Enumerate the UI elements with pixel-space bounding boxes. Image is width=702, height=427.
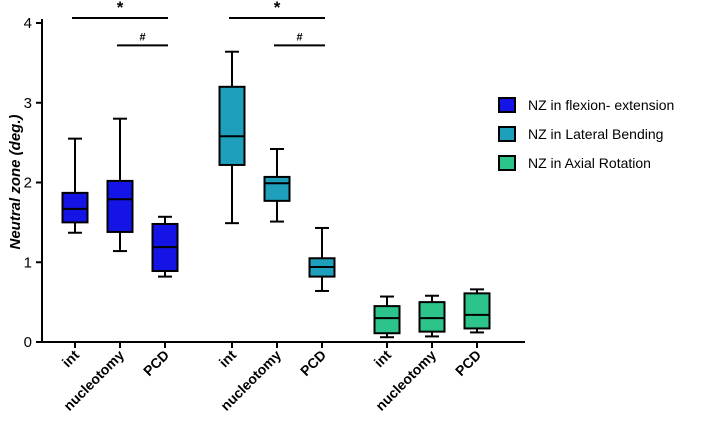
significance-marker: #: [296, 31, 302, 43]
y-tick-label: 2: [24, 175, 32, 192]
category-label: PCD: [452, 347, 484, 379]
category-label: PCD: [140, 347, 172, 379]
legend-swatch: [498, 155, 516, 171]
legend-entry: NZ in Lateral Bending: [528, 126, 663, 142]
box-bending-int: [218, 85, 246, 166]
legend-entry: NZ in Axial Rotation: [528, 155, 651, 171]
box-extension-int: [61, 191, 89, 224]
category-label: int: [59, 347, 83, 371]
box-extension-nucleotomy: [106, 179, 134, 233]
y-tick-label: 1: [24, 254, 32, 271]
legend-swatch: [498, 97, 516, 113]
y-axis-label: Neutral zone (deg.): [7, 114, 24, 249]
box-rotation-nucleotomy: [418, 301, 446, 333]
legend-swatch: [498, 126, 516, 142]
significance-marker: *: [274, 0, 281, 17]
category-label: PCD: [297, 347, 329, 379]
legend: NZ in flexion- extension NZ in Lateral Be…: [498, 97, 674, 171]
category-label: int: [216, 347, 240, 371]
y-tick-label: 3: [24, 95, 32, 112]
significance-marker: *: [117, 0, 124, 17]
y-tick-label: 0: [24, 334, 32, 351]
box-rotation-pcd: [463, 292, 491, 330]
box-bending-nucleotomy: [263, 175, 291, 202]
significance-marker: #: [139, 31, 145, 43]
y-tick-label: 4: [24, 15, 32, 32]
legend-entry: NZ in flexion- extension: [528, 97, 674, 113]
box-rotation-int: [373, 305, 401, 335]
category-label: int: [371, 347, 395, 371]
